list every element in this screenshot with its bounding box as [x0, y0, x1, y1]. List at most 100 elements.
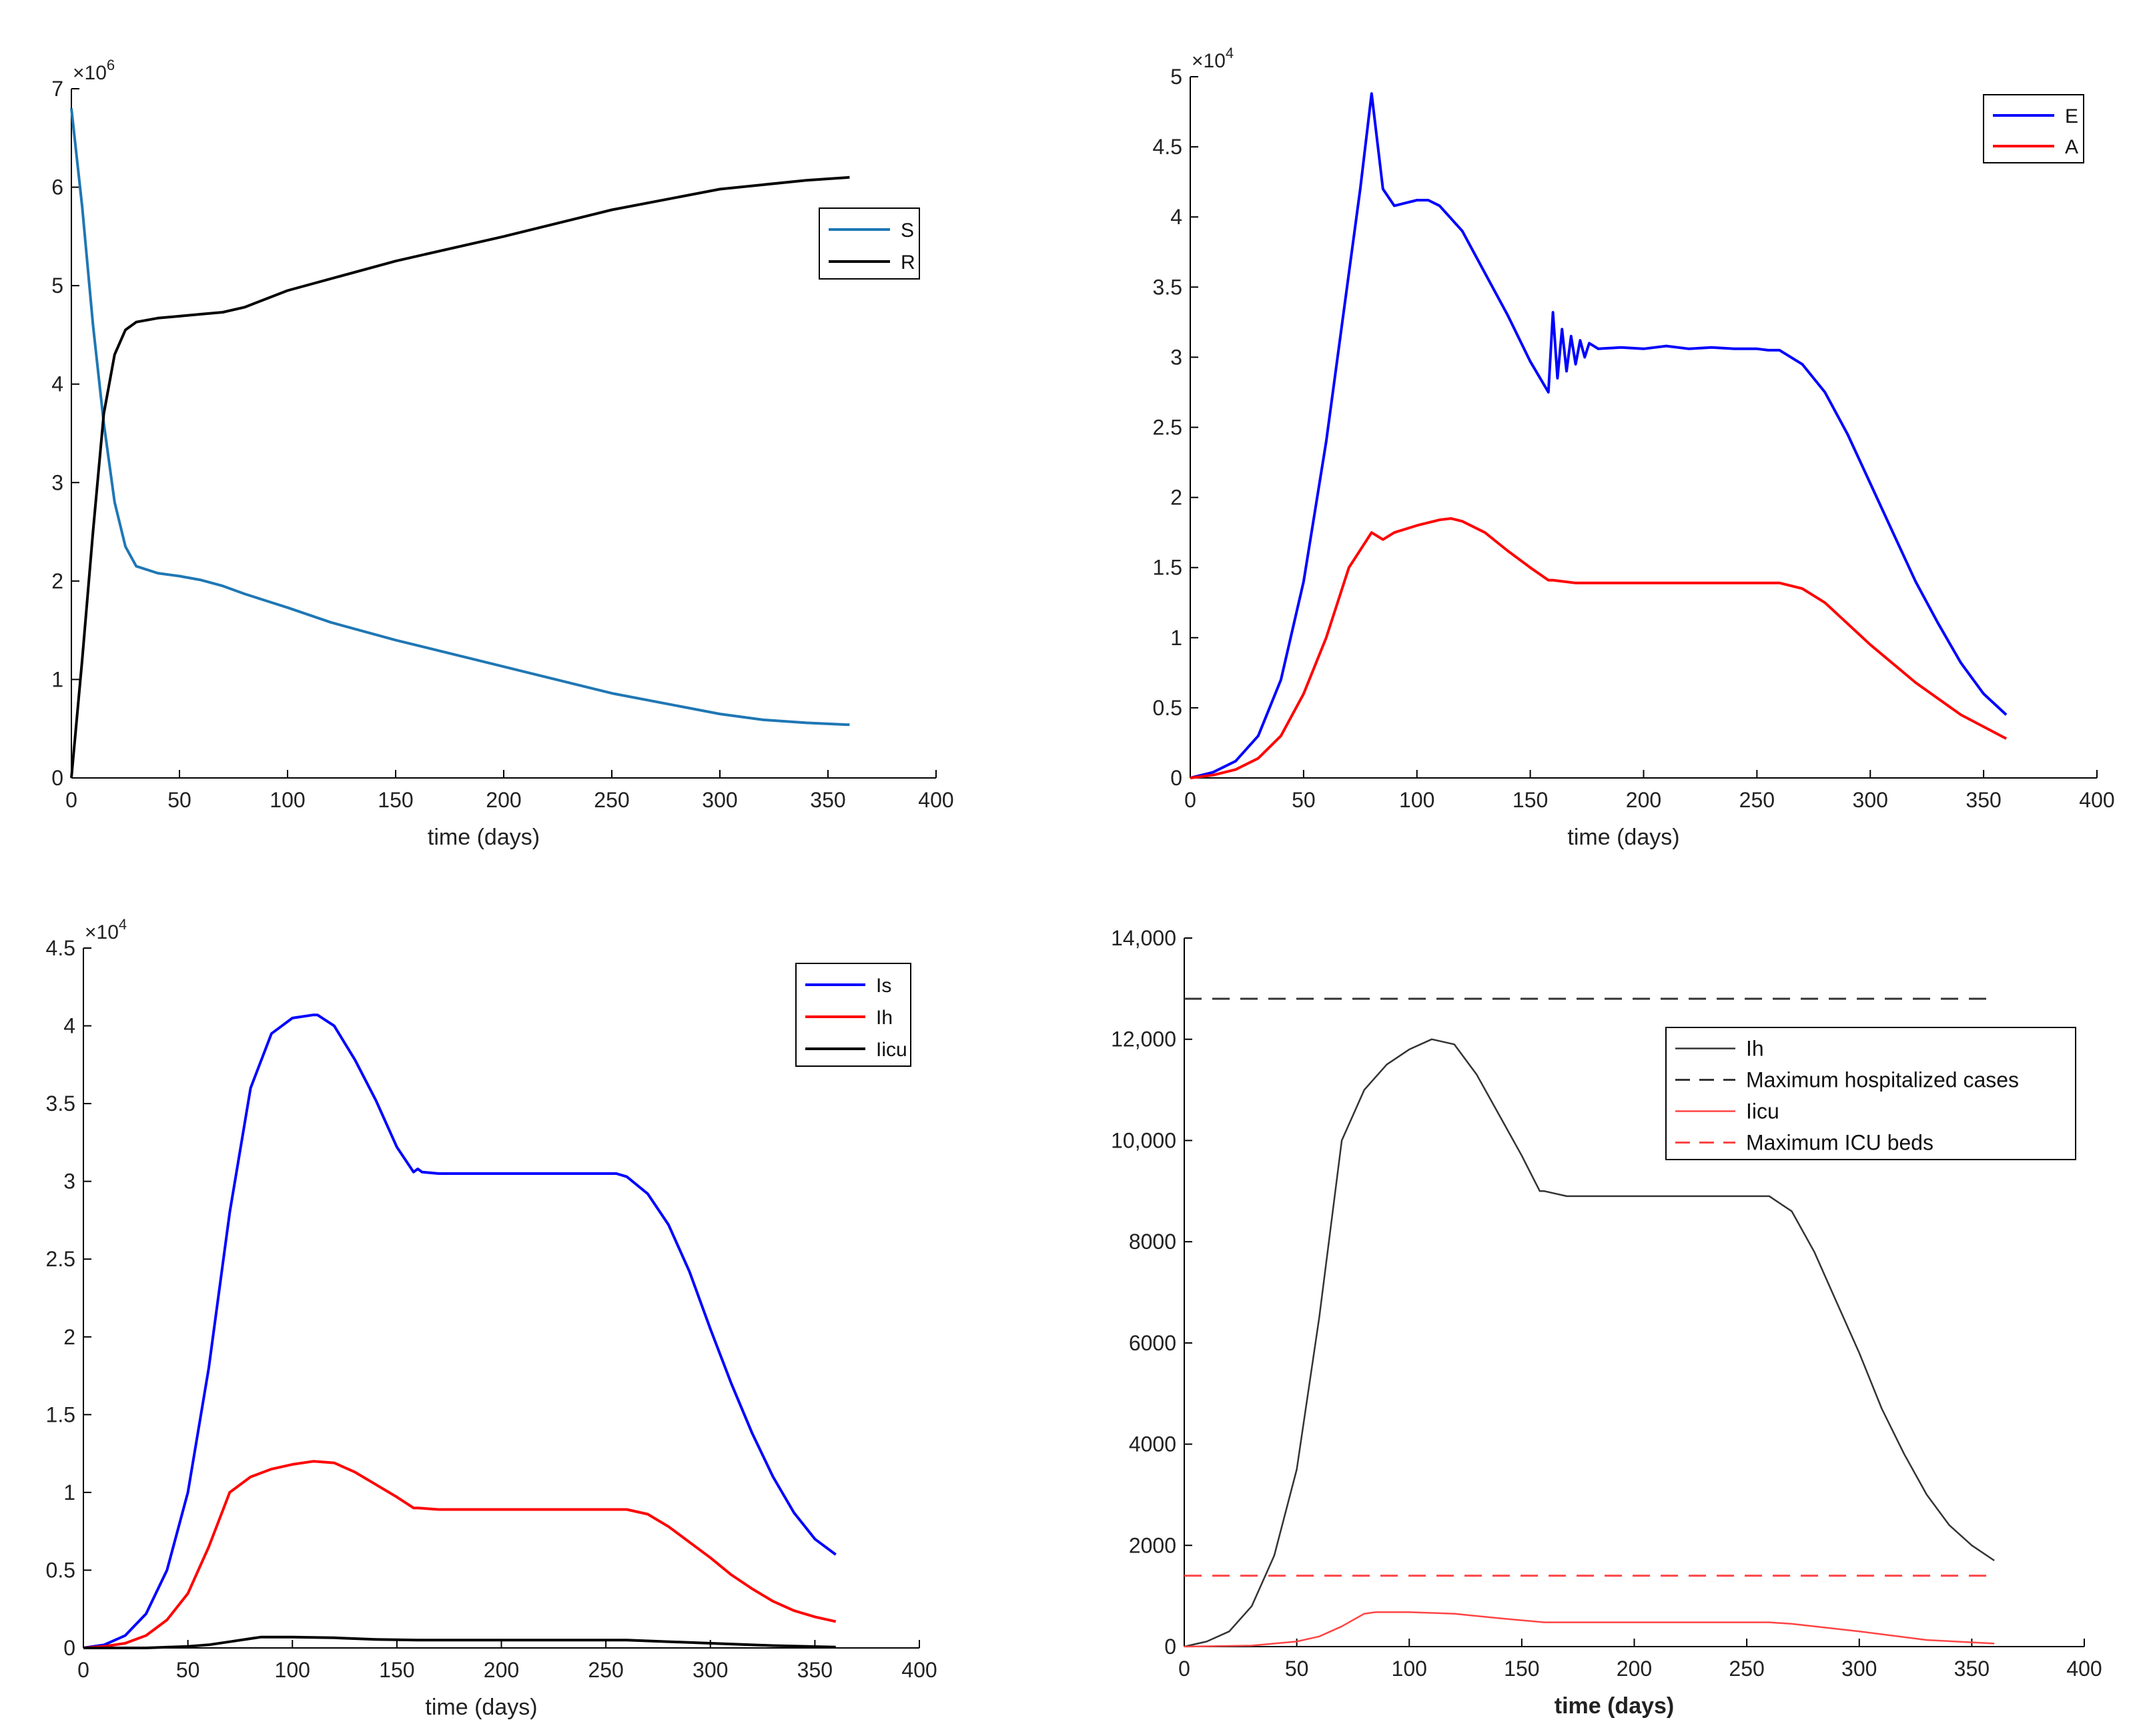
- legend-label: S: [901, 220, 914, 242]
- x-tick-label: 250: [1739, 788, 1775, 812]
- x-tick-label: 0: [65, 788, 77, 812]
- y-tick-label: 1: [51, 667, 63, 691]
- x-tick-label: 400: [2066, 1657, 2102, 1681]
- series-line-s: [70, 108, 850, 727]
- y-tick-label: 2000: [1129, 1533, 1176, 1557]
- x-tick-label: 50: [176, 1658, 200, 1682]
- x-axis-label: time (days): [428, 825, 540, 850]
- y-tick-label: 0.5: [46, 1558, 75, 1582]
- y-tick-label: 1: [1170, 626, 1182, 650]
- y-tick-label: 6000: [1129, 1331, 1176, 1355]
- chart-panel-bottom-left: 0 50 100 150 200 250 300 350 400 0 0.5 1 1.5 2 2.5 3 3.5…: [46, 916, 937, 1720]
- x-tick-label: 0: [77, 1658, 89, 1682]
- y-tick-label: 4: [1170, 205, 1182, 229]
- x-tick-label: 250: [1729, 1657, 1764, 1681]
- x-tick-label: 400: [2079, 788, 2114, 812]
- x-axis-label: time (days): [1555, 1693, 1675, 1719]
- legend-box: [1983, 94, 2084, 163]
- y-tick-label: 2.5: [46, 1247, 75, 1271]
- y-tick-label: 6: [51, 175, 63, 199]
- x-tick-label: 200: [486, 788, 521, 812]
- y-tick-label: 1.5: [46, 1402, 75, 1426]
- y-tick-label: 1: [63, 1480, 75, 1504]
- y-tick-label: 2: [51, 569, 63, 593]
- x-tick-label: 0: [1184, 788, 1196, 812]
- y-tick-label: 7: [51, 77, 63, 101]
- x-tick-label: 50: [167, 788, 191, 812]
- legend-label: A: [2065, 136, 2078, 158]
- y-tick-label: 3: [63, 1170, 75, 1194]
- series-line-r: [70, 175, 850, 779]
- y-tick-label: 5: [1170, 65, 1182, 89]
- legend-label: Is: [876, 975, 891, 997]
- x-tick-label: 100: [1399, 788, 1434, 812]
- y-exponent-label: ×104: [1192, 45, 1234, 72]
- x-tick-label: 50: [1285, 1657, 1309, 1681]
- x-tick-label: 400: [918, 788, 953, 812]
- y-tick-label: 12,000: [1111, 1027, 1176, 1051]
- x-tick-label: 350: [1954, 1657, 1990, 1681]
- y-tick-label: 3.5: [46, 1092, 75, 1116]
- y-tick-label: 10,000: [1111, 1128, 1176, 1152]
- legend-label: Maximum hospitalized cases: [1746, 1068, 2019, 1092]
- x-tick-label: 350: [810, 788, 845, 812]
- legend-label: Maximum ICU beds: [1746, 1131, 1933, 1155]
- series-line-e: [1190, 92, 2008, 779]
- x-tick-label: 350: [1966, 788, 2001, 812]
- series-line-a: [1190, 517, 2008, 779]
- series-line-is: [83, 1013, 837, 1649]
- y-tick-label: 4: [63, 1014, 75, 1038]
- chart-panel-top-right: 0 50 100 150 200 250 300 350 400 0 0.5 1 1.5 2 2.5 3 3.5…: [1153, 45, 2115, 850]
- x-tick-label: 200: [1617, 1657, 1652, 1681]
- x-tick-label: 250: [588, 1658, 623, 1682]
- legend: Is Ih Iicu: [795, 963, 911, 1067]
- x-tick-label: 100: [275, 1658, 310, 1682]
- y-tick-label: 0.5: [1153, 696, 1182, 720]
- y-tick-label: 4.5: [1153, 135, 1182, 159]
- series-line-ih: [1184, 1038, 1995, 1648]
- y-tick-label: 1.5: [1153, 556, 1182, 580]
- legend: Ih Maximum hospitalized cases Iicu Maximum …: [1665, 1027, 2076, 1160]
- y-tick-label: 2: [63, 1325, 75, 1349]
- x-tick-label: 0: [1178, 1657, 1190, 1681]
- x-tick-label: 350: [797, 1658, 833, 1682]
- y-tick-label: 2: [1170, 486, 1182, 510]
- chart-panel-top-left: 0 50 100 150 200 250 300 350 400 0 1 2 3 4 5 6 7 ×106 time…: [51, 57, 953, 850]
- legend-label: Ih: [1746, 1037, 1764, 1061]
- x-tick-label: 300: [1853, 788, 1888, 812]
- chart-panel-bottom-right: 0 50 100 150 200 250 300 350 4000200040006000800…: [1111, 926, 2102, 1719]
- x-tick-label: 300: [1841, 1657, 1877, 1681]
- y-exponent-label: ×104: [85, 916, 127, 943]
- x-axis-label: time (days): [425, 1695, 537, 1720]
- legend: EA: [1983, 94, 2084, 163]
- legend-label: E: [2065, 105, 2078, 127]
- legend-label: R: [901, 252, 915, 274]
- y-tick-label: 8000: [1129, 1230, 1176, 1254]
- x-tick-label: 300: [702, 788, 737, 812]
- legend-label: Ih: [876, 1007, 893, 1029]
- x-tick-label: 250: [594, 788, 629, 812]
- series-line-iicu: [1184, 1611, 1995, 1648]
- series-line-iicu: [83, 1635, 836, 1649]
- y-tick-label: 4: [51, 372, 63, 396]
- x-tick-label: 150: [378, 788, 413, 812]
- y-tick-label: 4000: [1129, 1432, 1176, 1456]
- y-tick-label: 4.5: [46, 936, 75, 960]
- y-tick-label: 0: [1164, 1635, 1176, 1659]
- y-exponent-label: ×106: [73, 57, 115, 84]
- x-axis-label: time (days): [1567, 825, 1679, 850]
- y-tick-label: 0: [1170, 766, 1182, 790]
- legend-box: [819, 207, 920, 280]
- series-line-ih: [83, 1460, 837, 1649]
- legend: SR: [819, 207, 920, 280]
- y-tick-label: 2.5: [1153, 416, 1182, 440]
- x-tick-label: 150: [1513, 788, 1548, 812]
- x-tick-label: 150: [1504, 1657, 1539, 1681]
- x-tick-label: 300: [693, 1658, 728, 1682]
- x-tick-label: 200: [1626, 788, 1661, 812]
- x-tick-label: 100: [1392, 1657, 1427, 1681]
- x-tick-label: 400: [901, 1658, 937, 1682]
- legend-box: [1665, 1027, 2076, 1160]
- legend-label: Iicu: [876, 1039, 907, 1061]
